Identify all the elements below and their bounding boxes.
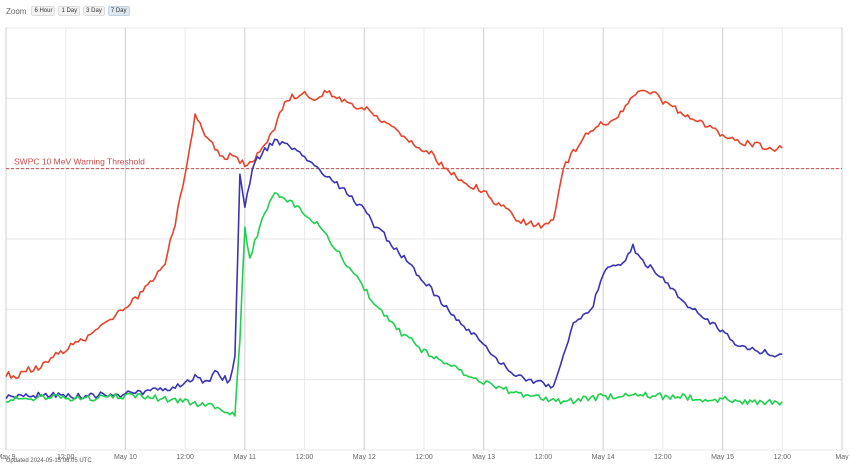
series-line-3 [5, 192, 783, 417]
x-tick-label: May 13 [472, 454, 495, 460]
zoom-toolbar: Zoom 6 Hour 1 Day 3 Day 7 Day [6, 4, 130, 18]
updated-timestamp: Updated 2024-05-15 06:05 UTC [6, 458, 92, 464]
x-tick-label: 12:00 [654, 454, 672, 460]
x-tick-label: 12:00 [535, 454, 553, 460]
series-line-2 [5, 138, 783, 400]
x-tick-label: 12:00 [415, 454, 433, 460]
x-tick-label: 12:00 [176, 454, 194, 460]
zoom-3-day-button[interactable]: 3 Day [83, 6, 105, 16]
x-tick-label: May 10 [114, 454, 137, 460]
proton-flux-chart: May 9 12:00 May 10 12:00 May 11 12:00 May 12 12… [0, 27, 849, 460]
x-tick-label: May 11 [234, 454, 257, 460]
zoom-7-day-button[interactable]: 7 Day [107, 6, 130, 16]
x-tick-label: May [835, 454, 849, 460]
threshold-label: SWPC 10 MeV Warning Threshold [14, 157, 145, 167]
x-tick-label: May 14 [592, 454, 615, 460]
zoom-1-day-button[interactable]: 1 Day [58, 6, 81, 16]
series-line-1 [5, 89, 783, 380]
x-tick-label: May 15 [711, 454, 734, 460]
x-tick-label: 12:00 [774, 454, 792, 460]
zoom-label: Zoom [6, 6, 27, 16]
x-tick-label: 12:00 [57, 454, 75, 460]
x-tick-label: 12:00 [296, 454, 314, 460]
zoom-6-hour-button[interactable]: 6 Hour [31, 6, 56, 16]
x-tick-label: May 12 [353, 454, 376, 460]
x-tick-label: May 9 [0, 454, 16, 460]
